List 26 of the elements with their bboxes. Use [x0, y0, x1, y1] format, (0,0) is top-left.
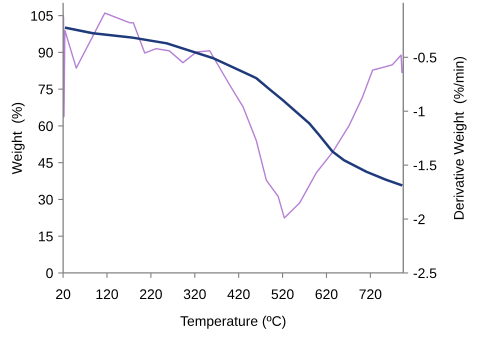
y-axis-title: Weight (%)	[12, 102, 25, 174]
x-tick-label: 320	[184, 289, 206, 300]
y2-tick-label: -2	[414, 214, 425, 224]
y-tick-label: 45	[38, 158, 53, 168]
x-tick-label: 720	[359, 289, 382, 300]
x-tick-label: 120	[96, 289, 118, 300]
y-tick-label: 90	[38, 48, 53, 58]
y2-tick-label: -0.5	[414, 52, 436, 62]
x-tick-label: 620	[316, 289, 338, 300]
x-tick-label: 420	[227, 289, 250, 300]
y-tick-label: 105	[31, 10, 53, 21]
y2-axis-title: Derivative Weight (%/min)	[454, 56, 467, 220]
x-tick-label: 20	[56, 289, 70, 300]
y-tick-label: 30	[38, 194, 53, 205]
y-tick-label: 75	[38, 84, 53, 94]
x-tick-label: 520	[272, 289, 294, 300]
y-tick-label: 60	[38, 121, 53, 132]
y2-tick-label: -2.5	[414, 268, 436, 278]
line-series	[64, 26, 402, 186]
y-tick-label: 15	[38, 232, 53, 242]
line-series	[63, 12, 403, 219]
y2-tick-label: -1	[414, 106, 425, 116]
x-tick-label: 220	[140, 289, 162, 300]
y2-tick-label: -1.5	[414, 160, 436, 170]
y-tick-label: 0	[46, 268, 53, 278]
x-axis-title: Temperature (ºC)	[180, 316, 286, 329]
